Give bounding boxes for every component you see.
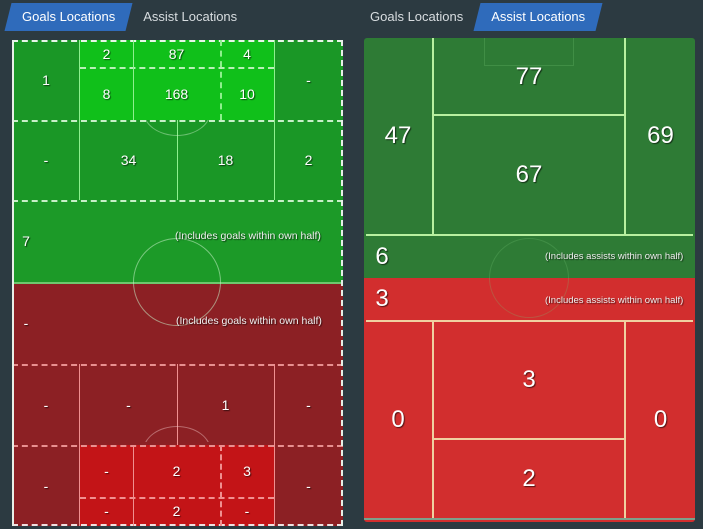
zone-six-yard-left: 2 xyxy=(102,45,111,62)
zone-def-edge-center-right: 1 xyxy=(221,396,230,413)
zone-def-six-yard-right: - xyxy=(244,502,250,519)
own-half-defence-note: (Includes goals within own half) xyxy=(176,315,322,327)
zone-penalty-left: 8 xyxy=(102,85,111,102)
assist-zone-left-attack: 47 xyxy=(384,122,412,149)
zone-def-six-yard-center: 2 xyxy=(172,502,181,519)
middle-defence-note: (Includes assists within own half) xyxy=(545,295,684,306)
zone-penalty-right: 10 xyxy=(239,85,255,102)
zone-penalty-center: 168 xyxy=(164,85,189,102)
zone-six-yard-center: 87 xyxy=(168,45,185,62)
zone-left-wing-attack: 1 xyxy=(42,72,50,88)
right-tab-bar: Goals Locations Assist Locations xyxy=(356,3,599,31)
zone-def-penalty-right: 3 xyxy=(243,463,251,479)
zone-def-edge-right: - xyxy=(306,396,311,413)
zone-def-penalty-center: 2 xyxy=(172,463,181,479)
zone-left-wing-defence: - xyxy=(43,477,49,494)
zone-def-edge-left: - xyxy=(43,396,49,413)
middle-attack-note: (Includes assists within own half) xyxy=(545,251,684,262)
assist-zone-def-box-bottom: 2 xyxy=(522,465,536,492)
zone-def-six-yard-left: - xyxy=(104,502,109,519)
assist-zone-right-attack: 69 xyxy=(647,122,674,149)
assist-zone-left-defence: 0 xyxy=(391,406,405,433)
goals-pitch: 1 - 2 87 4 8 168 10 - 34 18 2 7 (Include… xyxy=(12,40,343,526)
assist-zone-middle-attack: 6 xyxy=(375,243,389,270)
zone-right-wing-attack: - xyxy=(306,72,311,88)
zone-edge-center-left: 34 xyxy=(120,152,137,168)
tab-assist-locations[interactable]: Assist Locations xyxy=(477,3,599,31)
zone-right-wing-defence: - xyxy=(306,477,311,494)
assist-zone-middle-defence: 3 xyxy=(375,285,389,312)
zone-own-half-defence: - xyxy=(23,315,29,331)
own-half-attack-note: (Includes goals within own half) xyxy=(175,230,321,242)
assist-zone-def-box-top: 3 xyxy=(522,366,536,393)
assist-zone-box-bottom: 67 xyxy=(515,161,543,188)
tab-assist-locations[interactable]: Assist Locations xyxy=(143,9,238,24)
zone-edge-left: - xyxy=(43,152,49,168)
zone-def-penalty-left: - xyxy=(104,463,109,479)
zone-six-yard-right: 4 xyxy=(243,45,251,62)
zone-own-half-attack: 7 xyxy=(22,233,30,249)
tab-goals-locations[interactable]: Goals Locations xyxy=(370,9,464,24)
assist-zone-box-top: 77 xyxy=(515,63,543,90)
left-tab-bar: Goals Locations Assist Locations xyxy=(8,3,251,31)
zone-def-edge-center-left: - xyxy=(126,396,131,413)
zone-edge-right: 2 xyxy=(304,152,313,168)
tab-goals-locations[interactable]: Goals Locations xyxy=(8,3,129,31)
zone-edge-center-right: 18 xyxy=(217,152,234,168)
assists-pitch: 47 69 77 67 6 (Includes assists within o… xyxy=(364,38,695,522)
assist-zone-right-defence: 0 xyxy=(653,406,668,433)
